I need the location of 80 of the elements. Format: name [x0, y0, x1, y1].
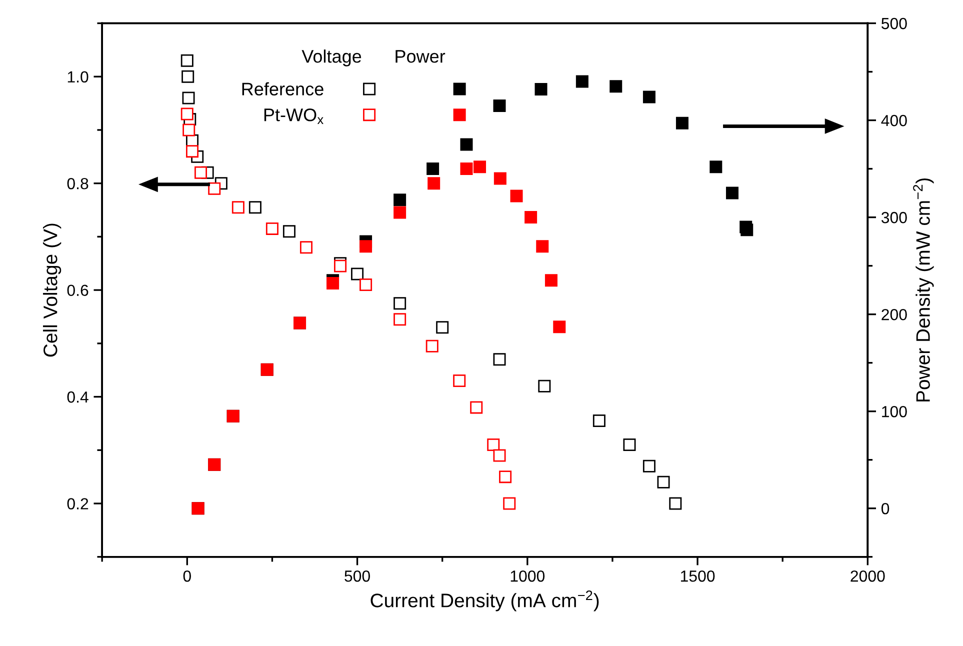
point	[657, 476, 670, 488]
point	[503, 497, 516, 510]
point	[300, 241, 312, 254]
point	[493, 99, 506, 112]
point	[334, 260, 347, 272]
legend-label: Reference	[242, 82, 324, 96]
y2-tick-label: 300	[881, 212, 907, 224]
y2-tick-label: 0	[881, 502, 890, 514]
point	[510, 190, 523, 202]
y2-tick-label: 100	[882, 406, 907, 418]
point	[642, 460, 656, 472]
point	[426, 162, 440, 176]
point	[180, 108, 194, 120]
point	[460, 138, 473, 151]
point	[576, 75, 588, 88]
x-tick-label: 500	[344, 570, 370, 582]
point	[544, 274, 558, 287]
x-tick-label: 0	[183, 570, 191, 582]
point	[360, 240, 372, 253]
point	[536, 240, 549, 253]
point	[326, 277, 340, 290]
y-tick-label: 0.2	[67, 498, 88, 510]
point	[436, 321, 449, 334]
point	[487, 438, 500, 452]
point	[610, 80, 622, 93]
point	[232, 201, 244, 214]
y-tick-label: 0.6	[67, 284, 88, 296]
point	[494, 172, 506, 185]
annotation: Power	[396, 50, 446, 63]
y-axis-title: Cell Voltage (V)	[43, 224, 62, 357]
y2-tick-label: 200	[882, 308, 907, 320]
point	[208, 182, 221, 195]
point	[282, 225, 296, 238]
point	[194, 166, 208, 179]
point	[726, 186, 738, 200]
point	[538, 380, 551, 392]
point	[493, 353, 506, 366]
point	[453, 374, 466, 388]
y2-tick-label: 500	[881, 18, 907, 30]
y2-tick-label: 400	[881, 114, 907, 126]
point	[351, 268, 364, 280]
point	[553, 320, 566, 334]
y-tick-label: 1.0	[68, 71, 88, 83]
point	[493, 449, 506, 462]
point	[248, 201, 262, 214]
x-tick-label: 2000	[850, 570, 885, 582]
y2-axis-title: Power Density (mW cm$^{−2}$)	[913, 178, 934, 402]
point	[623, 438, 636, 452]
point	[499, 470, 512, 484]
point	[534, 82, 548, 96]
point	[642, 90, 656, 104]
point	[474, 160, 486, 174]
x-axis-title: Current Density (mA cm$^{−2}$)	[370, 590, 599, 612]
annotation: Voltage	[302, 50, 362, 66]
point	[592, 414, 606, 428]
point	[394, 313, 406, 326]
point	[360, 278, 372, 291]
point	[426, 340, 438, 352]
point	[470, 401, 483, 414]
x-tick-label: 1000	[510, 570, 545, 582]
point	[740, 224, 754, 236]
point	[669, 497, 682, 510]
y-tick-label: 0.4	[67, 391, 88, 403]
point	[186, 145, 198, 158]
point	[394, 194, 406, 206]
x-tick-label: 1500	[680, 570, 715, 582]
point	[266, 222, 278, 235]
point	[182, 92, 195, 104]
point	[180, 54, 194, 67]
point	[182, 124, 196, 136]
point	[460, 162, 473, 176]
point	[710, 160, 722, 174]
point	[182, 70, 194, 83]
point	[676, 116, 688, 130]
point	[394, 206, 406, 219]
point	[394, 297, 406, 310]
point	[524, 211, 538, 224]
point	[428, 177, 440, 190]
legend-label: Pt-WO$_{x}$	[264, 108, 324, 124]
y-tick-label: 0.8	[67, 178, 88, 190]
